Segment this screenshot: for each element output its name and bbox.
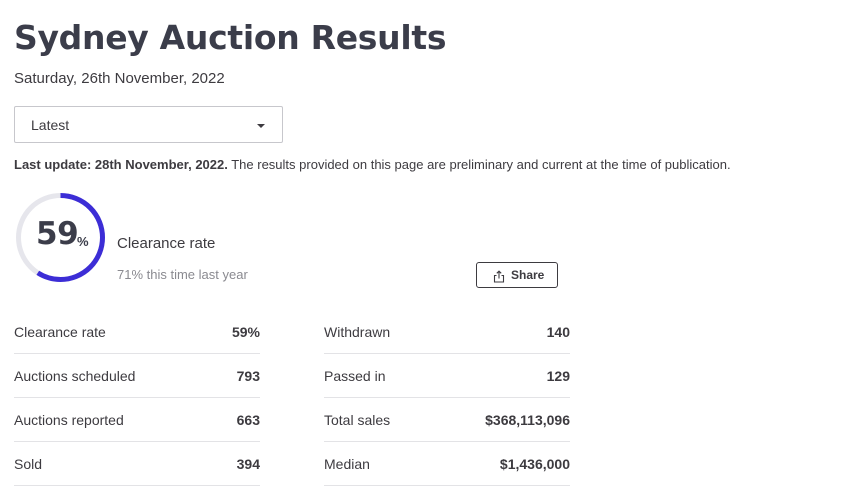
stat-row-sold: Sold 394 — [14, 442, 260, 486]
chevron-down-icon — [257, 124, 265, 128]
stat-label: Auctions reported — [14, 412, 124, 428]
select-value: Latest — [31, 117, 70, 133]
stats-table-right: Withdrawn 140 Passed in 129 Total sales … — [324, 310, 570, 486]
share-button[interactable]: Share — [476, 262, 558, 288]
stat-value: $368,113,096 — [485, 412, 570, 428]
stat-value: 394 — [236, 456, 260, 472]
stat-label: Total sales — [324, 412, 391, 428]
last-update-notice: Last update: 28th November, 2022. The re… — [14, 157, 731, 172]
stat-row-auctions-reported: Auctions reported 663 — [14, 398, 260, 442]
stat-value: 793 — [236, 368, 260, 384]
stat-value: 140 — [546, 324, 570, 340]
stat-row-total-sales: Total sales $368,113,096 — [324, 398, 570, 442]
stats-table-left: Clearance rate 59% Auctions scheduled 79… — [14, 310, 260, 486]
stat-value: $1,436,000 — [499, 456, 570, 472]
results-period-select[interactable]: Latest — [14, 106, 283, 143]
stat-label: Auctions scheduled — [14, 368, 136, 384]
auction-date: Saturday, 26th November, 2022 — [14, 70, 225, 87]
stat-value: 59% — [231, 324, 260, 340]
stat-value: 663 — [236, 412, 260, 428]
share-icon — [493, 270, 505, 283]
gauge-progress-arc — [16, 193, 105, 282]
stat-label: Median — [324, 456, 370, 472]
last-update-date: Last update: 28th November, 2022. — [14, 157, 228, 172]
stat-label: Withdrawn — [324, 324, 391, 340]
stat-label: Sold — [14, 456, 43, 472]
gauge-unit: % — [77, 234, 89, 249]
stat-row-passed-in: Passed in 129 — [324, 354, 570, 398]
last-update-text: The results provided on this page are pr… — [227, 157, 731, 172]
share-label: Share — [511, 268, 545, 282]
page-title: Sydney Auction Results — [14, 18, 447, 57]
stat-value: 129 — [546, 368, 570, 384]
stat-row-median: Median $1,436,000 — [324, 442, 570, 486]
clearance-rate-gauge — [16, 193, 105, 282]
stat-row-clearance-rate: Clearance rate 59% — [14, 310, 260, 354]
gauge-value: 59 — [36, 216, 79, 252]
clearance-rate-comparison: 71% this time last year — [117, 267, 248, 282]
clearance-rate-label: Clearance rate — [117, 235, 216, 252]
stat-row-auctions-scheduled: Auctions scheduled 793 — [14, 354, 260, 398]
stat-label: Passed in — [324, 368, 386, 384]
stat-row-withdrawn: Withdrawn 140 — [324, 310, 570, 354]
stat-label: Clearance rate — [14, 324, 106, 340]
